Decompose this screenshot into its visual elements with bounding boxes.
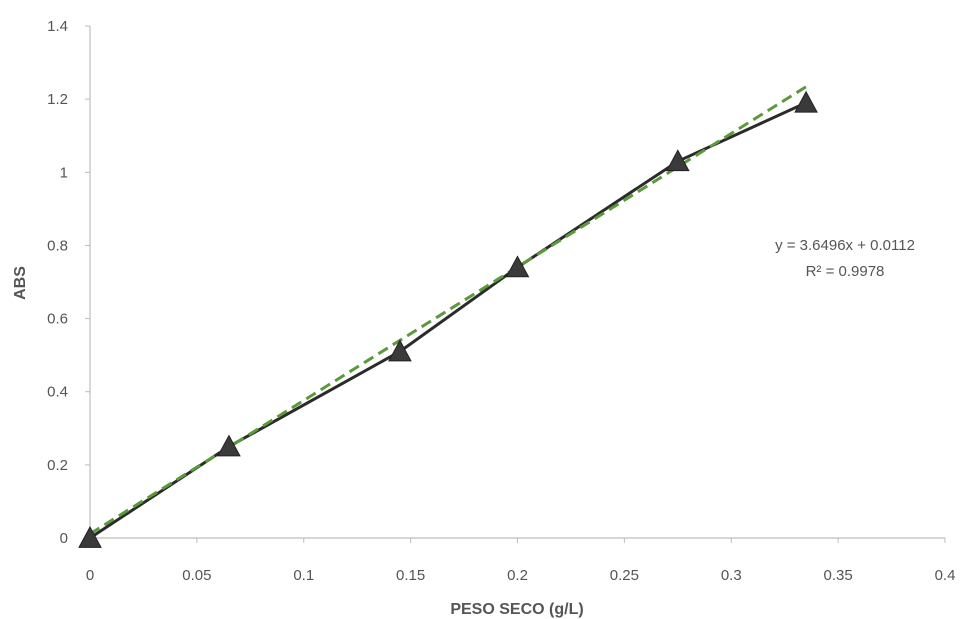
trendline-layer — [89, 85, 807, 536]
x-tick-labels: 0 0.05 0.1 0.15 0.2 0.25 0.3 0.35 0.4 — [86, 538, 956, 584]
axes — [89, 26, 945, 539]
data-point-marker — [665, 149, 690, 172]
x-tick-label: 0.2 — [507, 567, 528, 584]
y-axis-title: ABS — [12, 266, 29, 300]
data-point-marker — [217, 434, 241, 457]
x-tick-label: 0 — [86, 567, 94, 584]
x-tick-label: 0.25 — [610, 567, 639, 584]
x-tick-label: 0.1 — [293, 567, 314, 584]
trendline-equation: y = 3.6496x + 0.0112 — [775, 237, 915, 254]
x-tick-label: 0.15 — [396, 567, 425, 584]
x-tick-label: 0.4 — [935, 567, 956, 584]
y-tick-label: 0 — [60, 530, 68, 547]
data-point-marker — [505, 255, 530, 278]
series-line — [89, 101, 807, 540]
y-tick-label: 1.2 — [47, 91, 68, 108]
x-axis-title: PESO SECO (g/L) — [450, 601, 583, 618]
y-tick-labels: 0 0.2 0.4 0.6 0.8 1 1.2 1.4 — [47, 18, 90, 547]
data-point-marker — [794, 90, 818, 113]
y-tick-label: 0.8 — [47, 237, 68, 254]
trendline — [89, 85, 807, 536]
data-point-marker — [78, 525, 102, 548]
x-tick-label: 0.05 — [182, 567, 211, 584]
y-tick-label: 1.4 — [47, 18, 68, 35]
x-tick-label: 0.35 — [824, 567, 853, 584]
y-tick-label: 0.6 — [47, 311, 68, 328]
y-tick-label: 1 — [60, 164, 68, 181]
marker-layer — [78, 90, 818, 548]
data-point-marker — [388, 339, 412, 362]
y-tick-label: 0.2 — [47, 457, 68, 474]
y-tick-label: 0.4 — [47, 384, 68, 401]
r-squared-label: R² = 0.9978 — [806, 263, 885, 280]
x-tick-label: 0.3 — [721, 567, 742, 584]
series-layer — [89, 101, 807, 540]
